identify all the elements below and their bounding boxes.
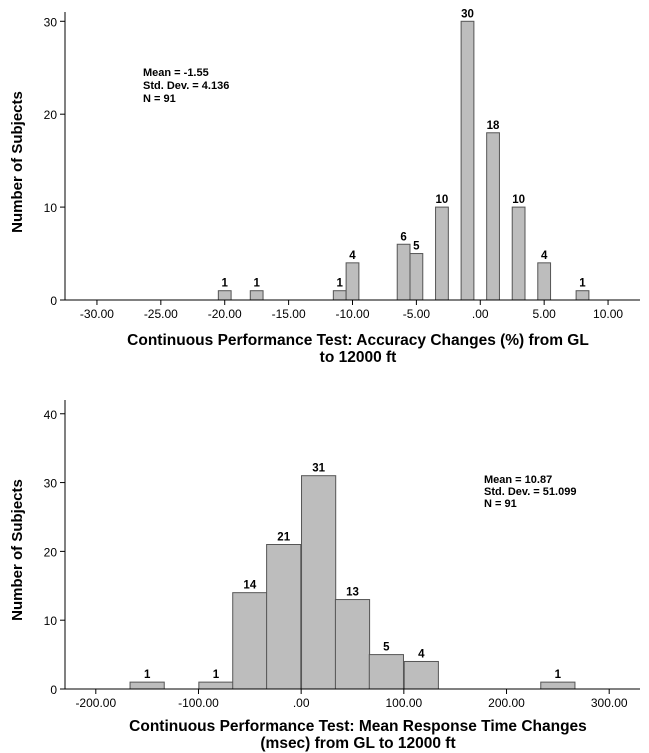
bar-count-label: 5 [413,241,420,253]
histogram-bar [461,21,474,300]
bar-count-label: 30 [461,8,474,20]
x-tick-label: -200.00 [75,696,116,710]
histogram-bar [538,263,551,300]
y-tick-label: 0 [50,294,57,308]
histogram-bar [487,133,500,300]
x-axis-label-line-2: to 12000 ft [320,349,397,366]
histogram-bar [218,291,231,300]
y-tick-label: 40 [44,408,58,422]
histogram-bar [335,600,369,689]
bar-count-label: 1 [144,669,151,681]
histogram-bar [130,682,164,689]
stats-box: Mean = 10.87 Std. Dev. = 51.099 N = 91 [484,474,576,510]
bar-count-label: 4 [418,648,425,660]
histogram-bar [397,244,410,300]
y-tick-label: 0 [50,683,57,697]
x-tick-label: 100.00 [385,696,422,710]
histogram-bar [369,655,403,689]
histogram-bar [436,207,449,300]
bar-count-label: 5 [383,642,390,654]
bar-count-label: 4 [349,250,356,262]
stat-std-dev: Std. Dev. = 4.136 [143,80,229,92]
bar-count-label: 21 [277,532,290,544]
bar-count-label: 1 [213,669,220,681]
bar-count-label: 1 [337,278,344,290]
bar-count-label: 4 [541,250,548,262]
stat-n: N = 91 [484,498,517,510]
bar-count-label: 10 [512,194,525,206]
histogram-bar [410,254,423,300]
histogram-bar [233,593,267,689]
bar-count-label: 13 [346,587,359,599]
histogram-bar [267,545,301,690]
histogram-bar [302,476,336,689]
x-tick-label: .00 [472,307,489,321]
y-tick-label: 20 [44,108,58,122]
y-tick-label: 10 [44,614,58,628]
bar-count-label: 18 [487,120,500,132]
x-tick-label: 5.00 [532,307,556,321]
x-tick-label: -25.00 [144,307,178,321]
x-tick-label: -15.00 [272,307,306,321]
x-tick-label: 200.00 [488,696,525,710]
histogram-bar [404,661,438,689]
histogram-bar [541,682,575,689]
stat-mean: Mean = 10.87 [484,474,552,486]
x-tick-label: 300.00 [591,696,628,710]
stats-box: Mean = -1.55 Std. Dev. = 4.136 N = 91 [143,67,229,105]
histogram-bar [250,291,263,300]
histogram-bar [576,291,589,300]
x-tick-label: -10.00 [335,307,369,321]
histogram-bar [346,263,359,300]
histogram-bar [199,682,233,689]
x-tick-label: -5.00 [403,307,431,321]
x-axis-label-line-1: Continuous Performance Test: Accuracy Ch… [127,332,589,349]
histogram-bar [333,291,346,300]
bar-count-label: 10 [436,194,449,206]
x-tick-label: -100.00 [178,696,219,710]
bar-count-label: 31 [312,463,325,475]
x-tick-label: -20.00 [208,307,242,321]
stat-std-dev: Std. Dev. = 51.099 [484,486,576,498]
histogram-bar [512,207,525,300]
y-tick-label: 30 [44,15,58,29]
x-tick-label: -30.00 [80,307,114,321]
y-axis-label: Number of Subjects [9,91,26,233]
y-tick-label: 10 [44,201,58,215]
x-axis-label-line-1: Continuous Performance Test: Mean Respon… [129,718,587,735]
response-time-histogram: Number of Subjects Mean = 10.87 Std. Dev… [9,400,640,752]
stat-n: N = 91 [143,93,176,105]
accuracy-histogram: Number of Subjects Mean = -1.55 Std. Dev… [9,8,640,366]
y-axis-label: Number of Subjects [9,479,26,621]
stat-mean: Mean = -1.55 [143,67,209,79]
bar-count-label: 1 [555,669,562,681]
x-tick-label: 10.00 [593,307,623,321]
x-tick-label: .00 [293,696,310,710]
bar-count-label: 1 [253,278,260,290]
x-axis-label-line-2: (msec) from GL to 12000 ft [260,735,455,752]
bar-count-label: 1 [222,278,229,290]
y-tick-label: 20 [44,545,58,559]
y-tick-label: 30 [44,477,58,491]
bar-count-label: 14 [243,580,256,592]
bar-count-label: 6 [400,231,406,243]
bar-count-label: 1 [579,278,586,290]
